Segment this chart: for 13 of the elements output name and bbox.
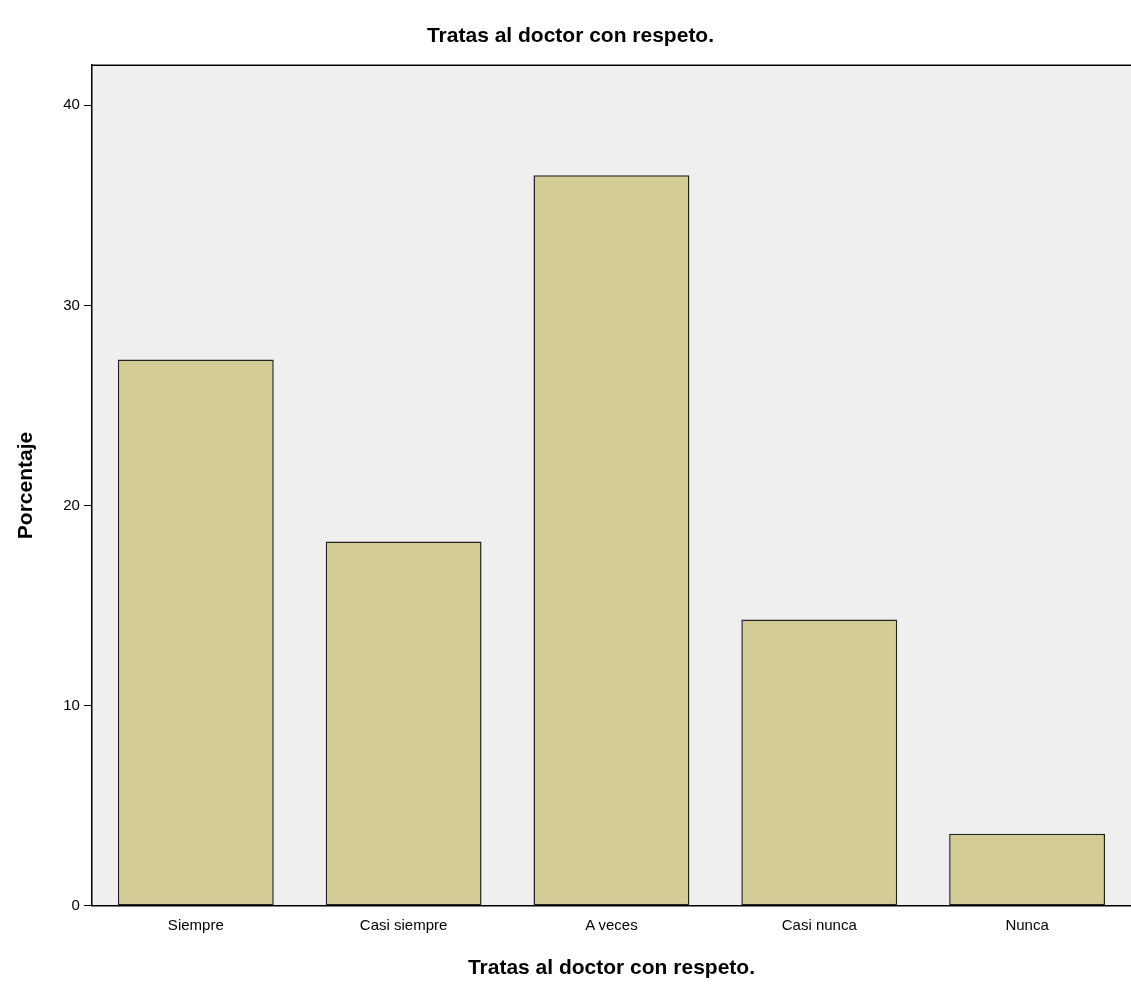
y-tick-label: 10 (63, 695, 80, 713)
y-tick-label: 0 (71, 895, 80, 913)
x-tick-label: A veces (585, 915, 638, 933)
y-tick-label: 30 (63, 295, 80, 313)
x-tick-label: Nunca (1005, 915, 1050, 933)
y-axis-title: Porcentaje (13, 431, 37, 540)
chart-title: Tratas al doctor con respeto. (426, 23, 715, 47)
y-tick-label: 40 (63, 95, 80, 113)
x-tick-label: Siempre (167, 915, 224, 933)
y-tick-label: 20 (63, 495, 80, 513)
x-tick-label: Casi siempre (359, 915, 448, 933)
x-tick-label: Casi nunca (781, 915, 858, 933)
x-axis-title: Tratas al doctor con respeto. (467, 955, 755, 979)
